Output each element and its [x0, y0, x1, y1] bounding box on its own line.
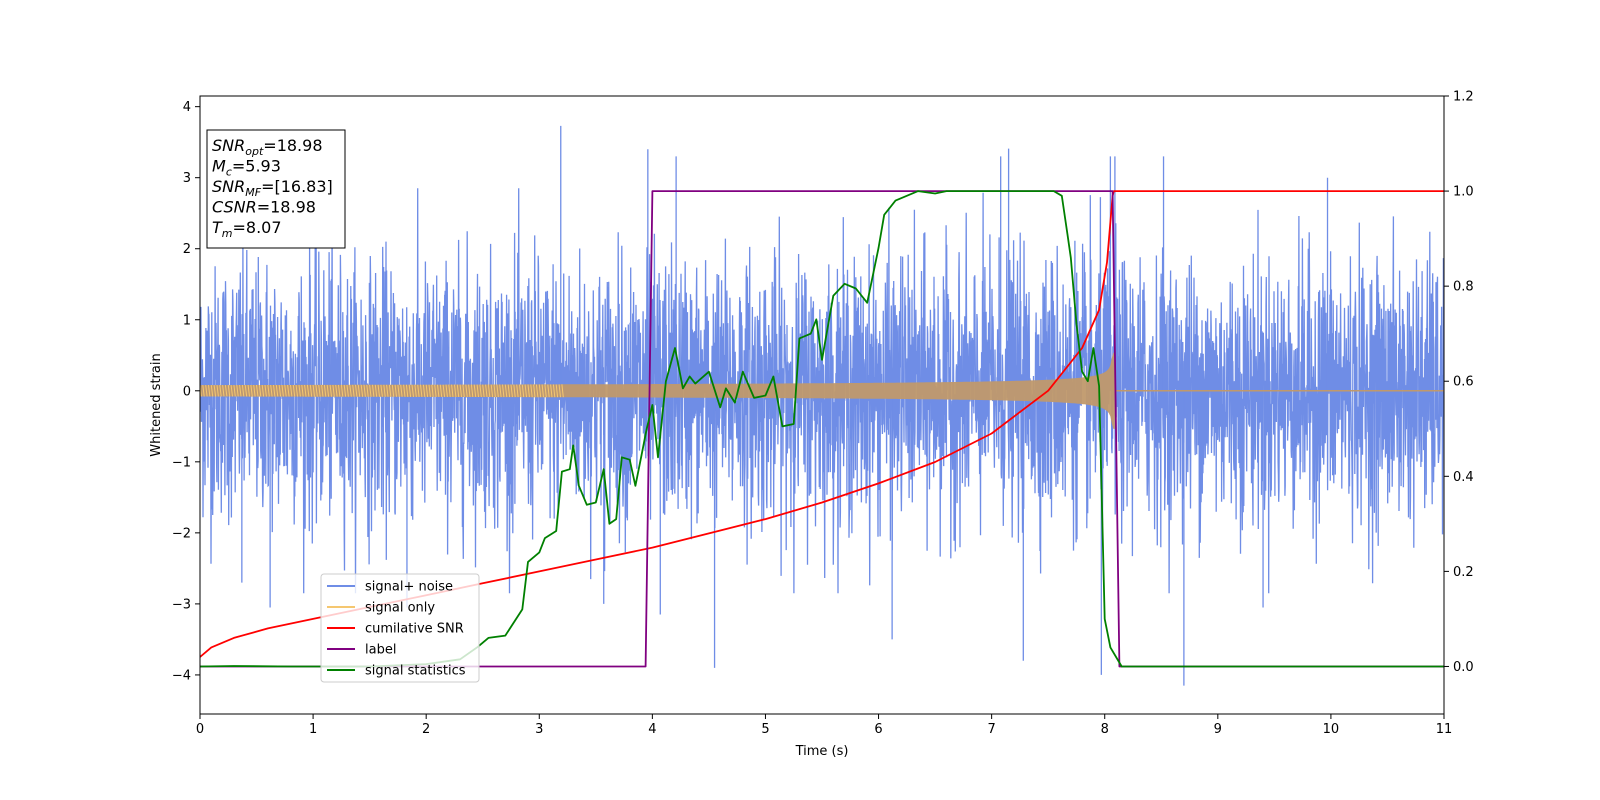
series-signal-only: [200, 352, 1115, 429]
series-group: [200, 125, 1444, 686]
y-tick-label: 4: [183, 100, 191, 115]
y-tick-label: −1: [172, 455, 191, 470]
x-tick-label: 7: [987, 722, 995, 737]
y-tick-label: 3: [183, 171, 191, 186]
legend-entry: cumilative SNR: [365, 622, 464, 637]
y-axis-label: Whitened strain: [149, 353, 164, 456]
y-tick-label: 1: [183, 313, 191, 328]
info-line: SNRopt=18.98: [212, 136, 323, 158]
x-tick-label: 8: [1101, 722, 1109, 737]
x-tick-label: 0: [196, 722, 204, 737]
x-tick-label: 10: [1323, 722, 1340, 737]
y-tick-label: 2: [183, 242, 191, 257]
plot-area: [200, 125, 1444, 686]
y2-tick-label: 0.2: [1453, 565, 1474, 580]
legend: signal+ noise signal only cumilative SNR la…: [320, 573, 480, 683]
y2-tick-label: 1.2: [1453, 90, 1474, 105]
series-cumilative-snr: [200, 190, 1444, 658]
legend-entry: signal+ noise: [365, 580, 453, 595]
y-tick-label: −4: [172, 668, 191, 683]
plot-frame: [199, 95, 1445, 715]
x-tick-label: 3: [535, 722, 543, 737]
info-box: SNRopt=18.98Mc=5.93SNRMF=[16.83]CSNR=18.…: [206, 129, 346, 249]
legend-entry: signal only: [365, 601, 435, 616]
info-line: SNRMF=[16.83]: [212, 177, 333, 199]
info-box-frame: [206, 129, 346, 249]
x-tick-label: 5: [761, 722, 769, 737]
x-tick-label: 6: [874, 722, 882, 737]
info-line: Mc=5.93: [212, 157, 281, 179]
info-line: Tm=8.07: [212, 218, 282, 240]
axes: 0 1 2 3 4 5 6 7 8 9 10 11 −4 −3 −2 −1 0 1 2 3 4 0.0 0.2 0.4 0.6 0…: [172, 90, 1474, 738]
y2-tick-label: 0.6: [1453, 375, 1474, 390]
y-tick-label: −2: [172, 526, 191, 541]
x-tick-label: 2: [422, 722, 430, 737]
y2-tick-label: 0.0: [1453, 660, 1474, 675]
legend-frame: [320, 573, 480, 683]
x-tick-label: 11: [1436, 722, 1453, 737]
legend-entry: signal statistics: [365, 664, 466, 679]
series-signal-statistics: [200, 190, 1444, 668]
y2-tick-label: 1.0: [1453, 185, 1474, 200]
y2-tick-label: 0.4: [1453, 470, 1474, 485]
info-line: CSNR=18.98: [212, 198, 316, 217]
y2-tick-label: 0.8: [1453, 280, 1474, 295]
signal-oscillation: [200, 384, 564, 398]
x-axis-label: Time (s): [795, 744, 849, 759]
x-tick-label: 4: [648, 722, 656, 737]
x-tick-label: 1: [309, 722, 317, 737]
y-tick-label: −3: [172, 597, 191, 612]
legend-entry: label: [365, 643, 396, 658]
x-tick-label: 9: [1214, 722, 1222, 737]
y-tick-label: 0: [183, 384, 191, 399]
